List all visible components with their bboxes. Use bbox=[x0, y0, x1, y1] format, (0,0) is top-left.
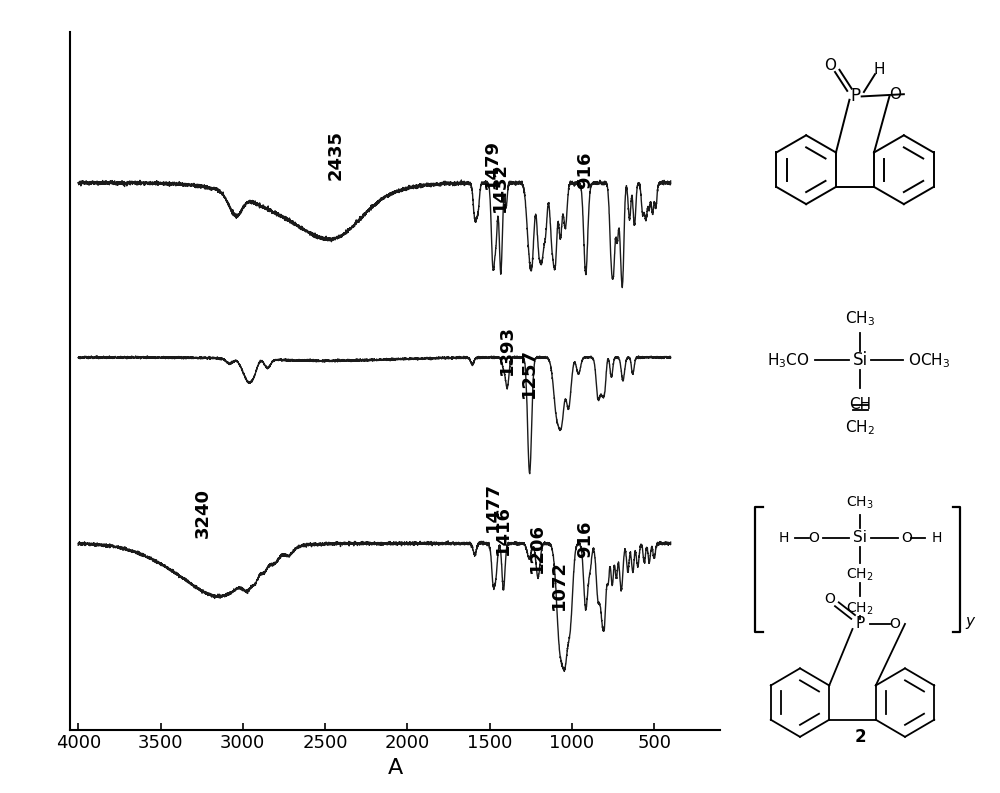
Text: Si: Si bbox=[852, 351, 868, 370]
Text: 916: 916 bbox=[576, 520, 594, 558]
Text: 2435: 2435 bbox=[327, 130, 345, 180]
Text: CH: CH bbox=[849, 396, 871, 412]
Text: 1432: 1432 bbox=[491, 162, 509, 212]
Text: CH$_2$: CH$_2$ bbox=[846, 601, 874, 618]
Text: O: O bbox=[808, 531, 819, 545]
Text: O: O bbox=[825, 592, 835, 606]
Text: O: O bbox=[890, 617, 900, 631]
Text: 1206: 1206 bbox=[528, 523, 546, 573]
Text: H$_3$CO: H$_3$CO bbox=[767, 351, 810, 370]
Text: CH$_3$: CH$_3$ bbox=[845, 309, 875, 328]
Text: CH$_3$: CH$_3$ bbox=[846, 495, 874, 511]
Text: H: H bbox=[874, 63, 885, 77]
Text: CH$_2$: CH$_2$ bbox=[846, 567, 874, 583]
Text: P: P bbox=[850, 87, 860, 105]
Text: O: O bbox=[901, 531, 912, 545]
Text: OCH$_3$: OCH$_3$ bbox=[908, 351, 950, 370]
Text: O: O bbox=[825, 58, 837, 73]
Text: P: P bbox=[855, 616, 865, 631]
Text: 1257: 1257 bbox=[520, 348, 538, 398]
Text: H: H bbox=[778, 531, 789, 545]
Text: O: O bbox=[889, 86, 901, 102]
Text: 1479: 1479 bbox=[483, 139, 501, 189]
Text: y: y bbox=[965, 614, 974, 629]
X-axis label: A: A bbox=[387, 758, 403, 778]
Text: CH$_2$: CH$_2$ bbox=[845, 418, 875, 437]
Text: 1393: 1393 bbox=[498, 325, 516, 375]
Text: 916: 916 bbox=[576, 151, 594, 189]
Text: 1416: 1416 bbox=[494, 505, 512, 555]
Text: 1072: 1072 bbox=[550, 561, 568, 611]
Text: 3240: 3240 bbox=[194, 488, 212, 538]
Text: 1477: 1477 bbox=[484, 482, 502, 532]
Text: 2: 2 bbox=[854, 728, 866, 745]
Text: Si: Si bbox=[853, 531, 867, 545]
Text: H: H bbox=[931, 531, 942, 545]
